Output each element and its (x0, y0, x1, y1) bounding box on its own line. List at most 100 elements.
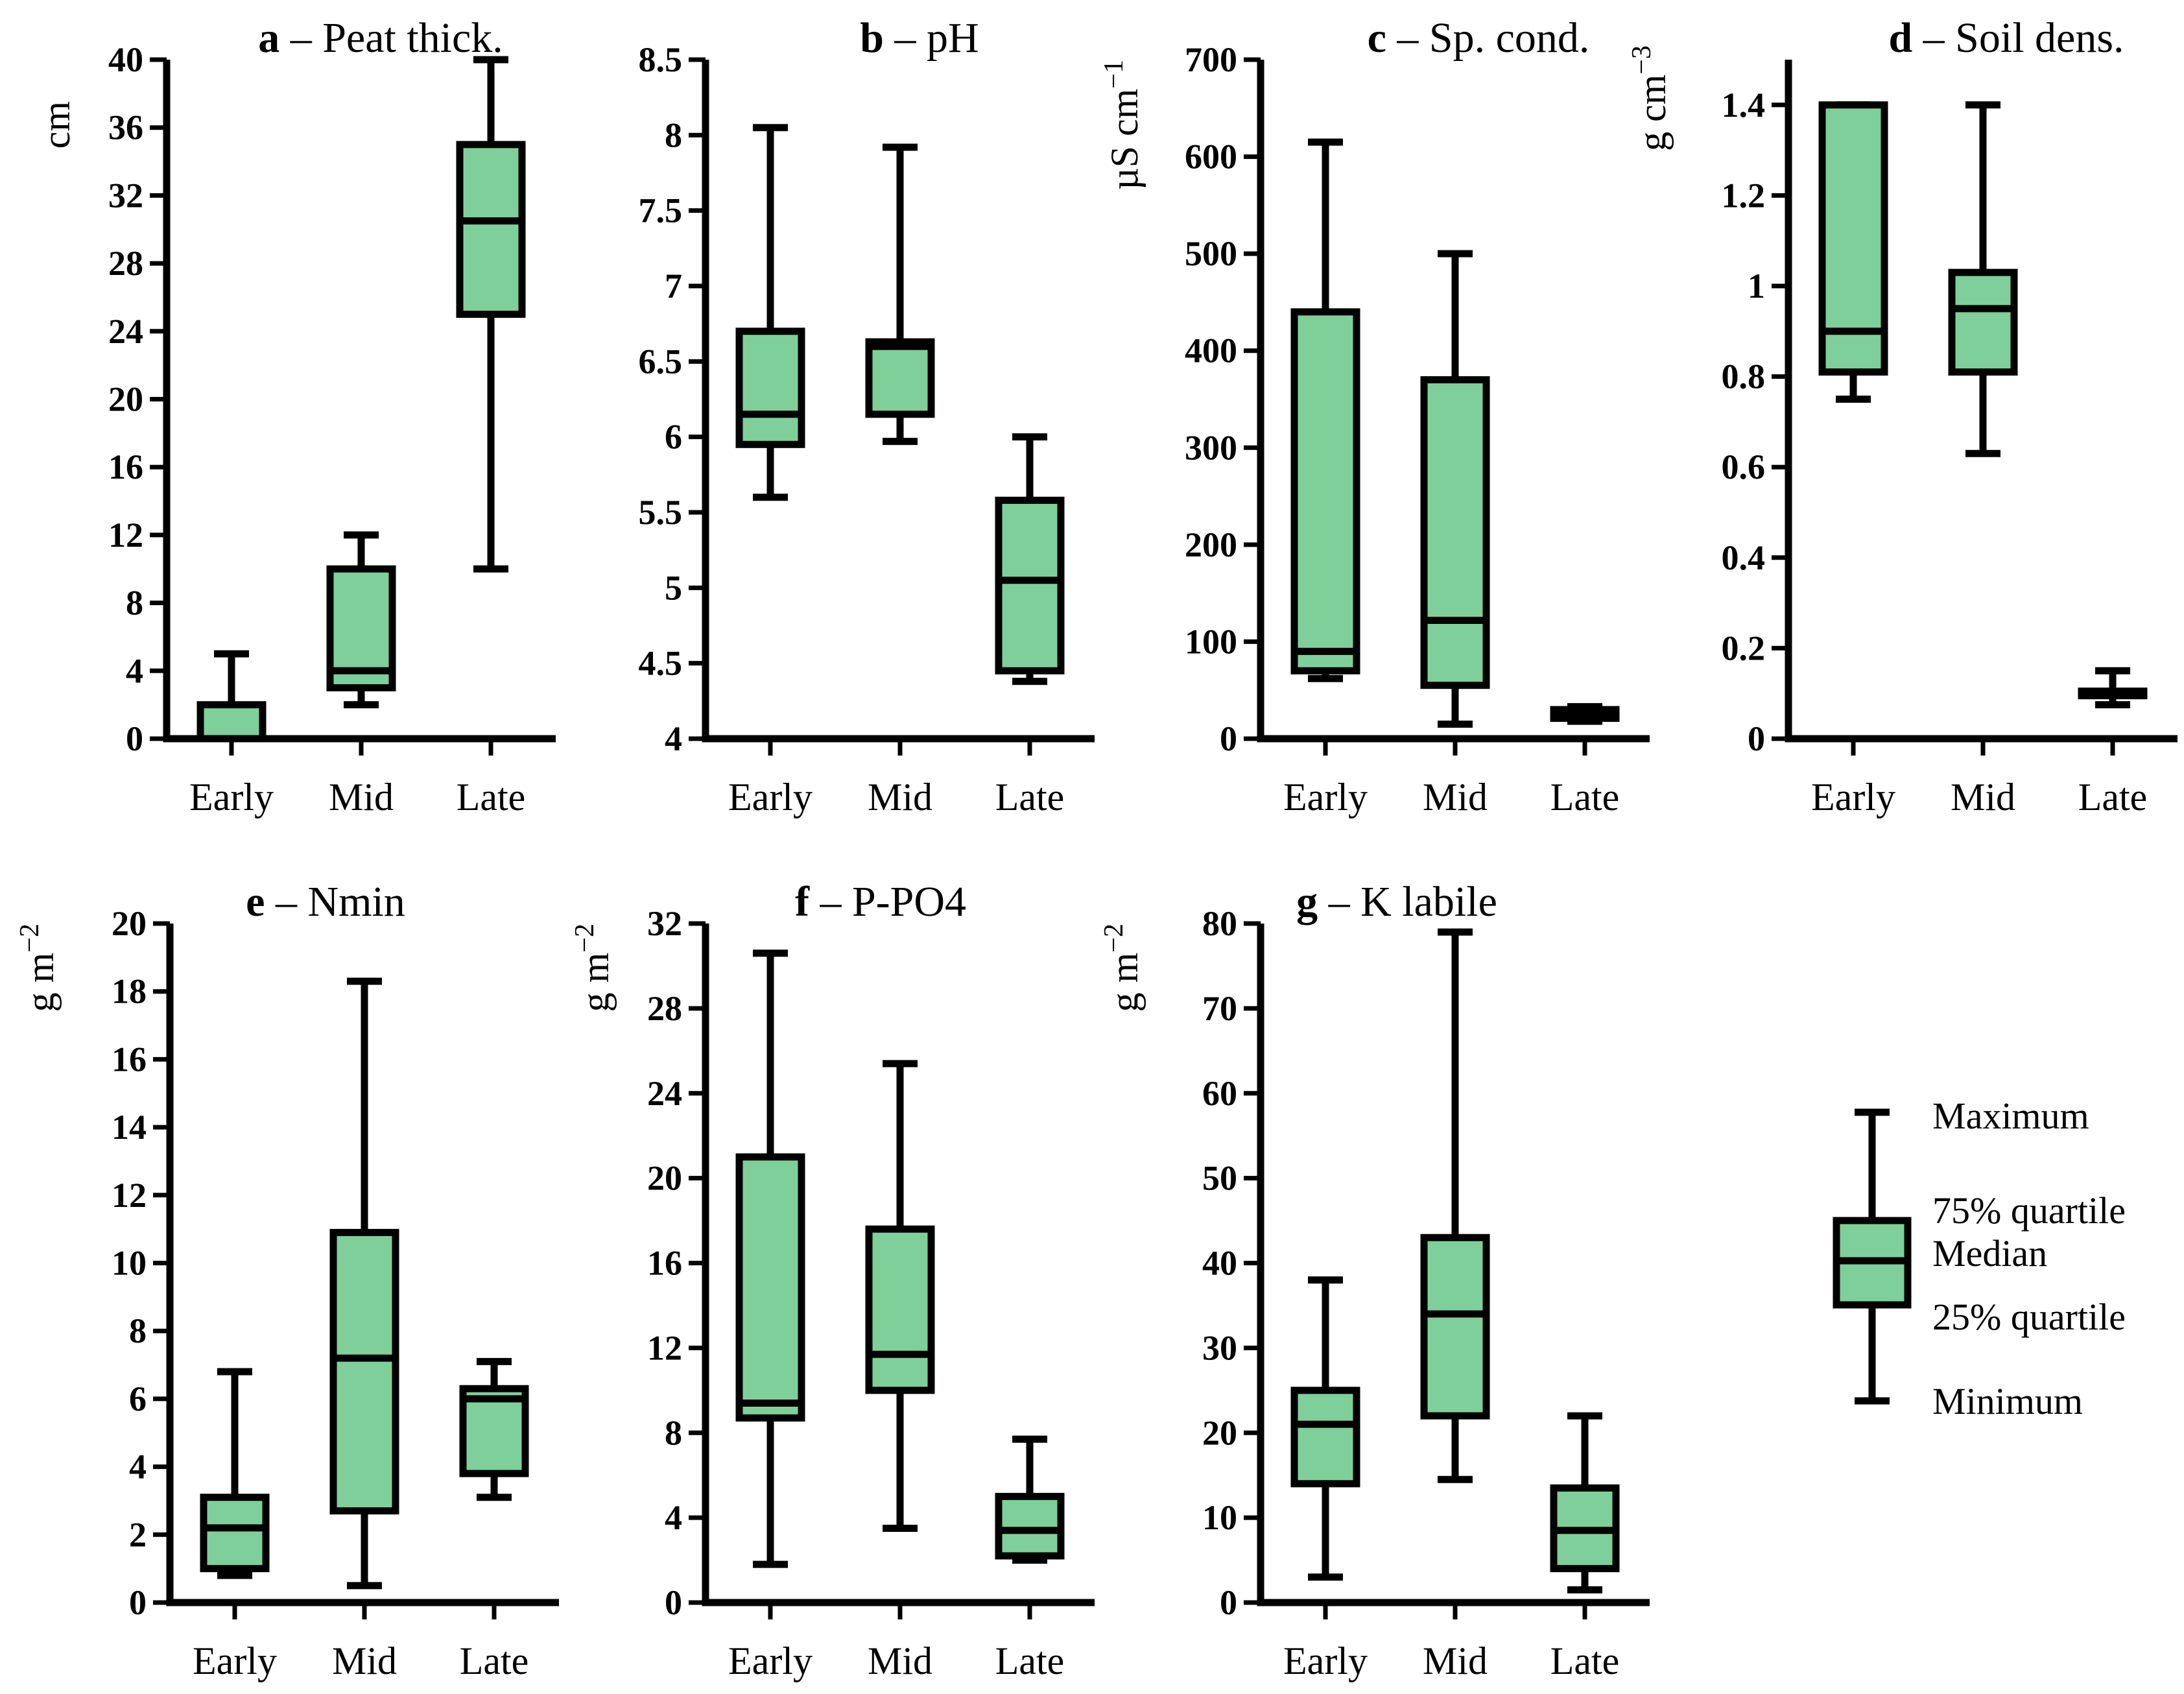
panel-d-y-tick-label: 1.2 (1722, 176, 1766, 215)
iqr-box (1948, 268, 2018, 376)
panel-c-y-tick-label: 200 (1185, 525, 1237, 564)
panel-e-box-early (200, 1368, 270, 1579)
panel-e-y-tick-label: 10 (112, 1244, 147, 1283)
panel-f-y-tick-label: 32 (647, 904, 682, 943)
panel-e-x-tick-label: Mid (332, 1640, 397, 1682)
panel-c-box-late (1550, 703, 1620, 725)
panel-g-x-tick-label: Mid (1423, 1640, 1488, 1682)
iqr-box (865, 1225, 935, 1394)
panel-b-x-tick-label: Early (728, 776, 813, 818)
panel-e-y-tick-label: 0 (129, 1583, 147, 1622)
panel-e-y-tick-label: 6 (129, 1379, 147, 1418)
iqr-box (1420, 1234, 1490, 1420)
panel-c-y-tick-label: 0 (1220, 719, 1237, 758)
panel-g-y-tick-label: 80 (1202, 904, 1237, 943)
panel-g-x-tick-label: Late (1550, 1640, 1620, 1682)
panel-b-y-tick-label: 7.5 (639, 191, 683, 230)
panel-g-y-tick-label: 40 (1202, 1244, 1237, 1283)
panel-d-x-tick-label: Early (1811, 776, 1895, 818)
iqr-box (196, 701, 267, 743)
legend-minimum: Minimum (1932, 1380, 2083, 1422)
panel-b-x-tick-label: Mid (868, 776, 932, 818)
panel-e-y-tick-label: 18 (112, 972, 147, 1011)
panel-g-y-tick-label: 70 (1202, 989, 1237, 1028)
panel-c-x-tick-label: Late (1550, 776, 1620, 818)
panel-a-x-tick-label: Early (189, 776, 274, 818)
panel-a-y-tick-label: 0 (126, 719, 143, 758)
panel-b-y-tick-label: 6.5 (639, 342, 683, 381)
iqr-box (200, 1494, 270, 1573)
panel-b-y-tick-label: 8.5 (639, 40, 683, 79)
panel-a-y-tick-label: 12 (108, 516, 143, 555)
panel-d-x-tick-label: Late (2078, 776, 2148, 818)
iqr-box (865, 338, 935, 418)
panel-f-y-tick-label: 12 (647, 1328, 682, 1367)
panel-g-y-tick-label: 30 (1202, 1328, 1237, 1367)
panel-f-y-tick-label: 0 (665, 1583, 682, 1622)
panel-e-x-tick-label: Early (193, 1640, 277, 1682)
panel-b-title: b – pH (860, 14, 979, 62)
panel-c-y-tick-label: 100 (1185, 622, 1237, 661)
panel-b-y-tick-label: 4 (665, 719, 682, 758)
iqr-box (1290, 308, 1360, 674)
panel-d-box-late (2078, 667, 2148, 709)
panel-f-y-tick-label: 28 (647, 989, 682, 1028)
legend-q25: 25% quartile (1932, 1296, 2126, 1338)
panel-f: 0 4 8 12 16 20 24 28 32 Early Mid Late g m−2 f – P-… (570, 878, 1095, 1682)
panel-g-y-tick-label: 10 (1202, 1498, 1237, 1537)
panel-g-unit-label: g m−2 (1099, 924, 1146, 1012)
panel-d-box-mid (1948, 101, 2018, 457)
panel-a-y-tick-label: 24 (108, 312, 143, 351)
panel-a-box-early (196, 650, 267, 743)
panel-f-y-tick-label: 8 (665, 1413, 682, 1452)
panel-e-x-tick-label: Late (460, 1640, 529, 1682)
panel-e-y-tick-label: 12 (112, 1176, 147, 1215)
panel-e-box-late (459, 1357, 529, 1501)
panel-a-title: a – Peat thick. (258, 14, 503, 62)
panel-f-unit-label: g m−2 (570, 924, 617, 1012)
panel-f-box-mid (865, 1060, 935, 1532)
panel-c-box-early (1290, 138, 1360, 682)
iqr-box (459, 1385, 529, 1477)
panel-a-y-tick-label: 8 (126, 584, 143, 623)
panel-d-y-tick-label: 0 (1748, 719, 1765, 758)
iqr-box (456, 141, 526, 318)
panel-a-y-tick-label: 28 (108, 244, 143, 283)
panel-a-y-tick-label: 16 (108, 447, 143, 486)
panel-b-x-tick-label: Late (995, 776, 1065, 818)
panel-b-box-early (735, 124, 805, 501)
panel-a-unit-label: cm (35, 101, 78, 149)
iqr-box (1290, 1387, 1360, 1488)
panel-e-y-tick-label: 4 (129, 1448, 147, 1486)
iqr-box (735, 1153, 805, 1422)
panel-b-y-tick-label: 8 (665, 115, 682, 154)
panel-e-y-tick-label: 16 (112, 1040, 147, 1079)
panel-g-x-tick-label: Early (1283, 1640, 1368, 1682)
panel-c-x-tick-label: Mid (1423, 776, 1488, 818)
panel-a-x-tick-label: Mid (329, 776, 394, 818)
panel-e-y-tick-label: 14 (112, 1108, 147, 1147)
panel-d-box-early (1818, 101, 1888, 403)
panel-d-y-tick-label: 0.6 (1722, 447, 1766, 486)
panel-f-x-tick-label: Late (995, 1640, 1065, 1682)
iqr-box (995, 496, 1065, 674)
panel-b-y-tick-label: 5.5 (639, 493, 683, 532)
panel-c: 0 100 200 300 400 500 600 700 Early Mid Late µS cm… (1099, 14, 1650, 818)
panel-e-title: e – Nmin (246, 878, 405, 925)
panel-d-title: d – Soil dens. (1888, 14, 2124, 62)
panel-g-box-early (1290, 1276, 1360, 1581)
panel-f-box-late (995, 1435, 1065, 1564)
panel-c-box-mid (1420, 250, 1490, 728)
panel-f-y-tick-label: 20 (647, 1159, 682, 1198)
panel-g-y-tick-label: 20 (1202, 1413, 1237, 1452)
panel-b-y-tick-label: 6 (665, 418, 682, 457)
panel-c-y-tick-label: 300 (1185, 428, 1237, 467)
panel-c-y-tick-label: 600 (1185, 137, 1237, 176)
iqr-box (995, 1492, 1065, 1560)
panel-a-y-tick-label: 32 (108, 176, 143, 215)
iqr-box (1818, 101, 1888, 376)
panel-f-y-tick-label: 24 (647, 1074, 682, 1113)
panel-g-box-mid (1420, 928, 1490, 1483)
